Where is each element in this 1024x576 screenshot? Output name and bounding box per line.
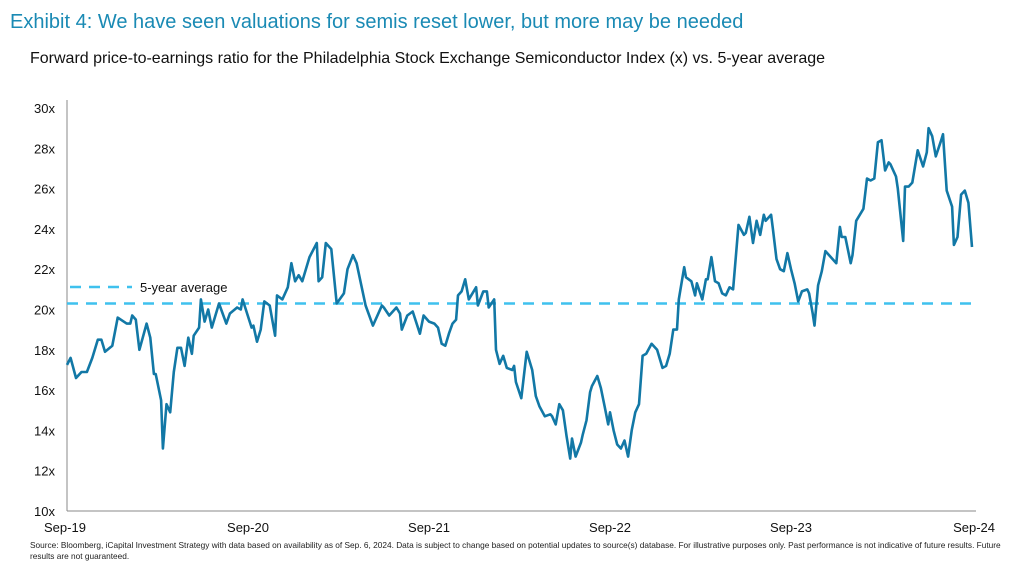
y-tick-label: 24x xyxy=(34,222,55,237)
y-tick-label: 10x xyxy=(34,504,55,519)
chart-title: Exhibit 4: We have seen valuations for s… xyxy=(10,11,744,33)
y-tick-label: 20x xyxy=(34,303,55,318)
legend: 5-year average xyxy=(70,280,227,295)
x-tick-label: Sep-19 xyxy=(44,520,86,535)
y-tick-label: 12x xyxy=(34,464,55,479)
x-tick-label: Sep-24 xyxy=(953,520,995,535)
x-tick-label: Sep-21 xyxy=(408,520,450,535)
series-group xyxy=(65,126,974,460)
pe-ratio-line xyxy=(65,126,974,460)
y-tick-label: 22x xyxy=(34,262,55,277)
source-footnote: Source: Bloomberg, iCapital Investment S… xyxy=(30,540,1001,561)
y-tick-label: 18x xyxy=(34,343,55,358)
chart-subtitle: Forward price-to-earnings ratio for the … xyxy=(30,50,826,67)
y-tick-label: 26x xyxy=(34,182,55,197)
x-tick-label: Sep-23 xyxy=(770,520,812,535)
y-tick-label: 28x xyxy=(34,141,55,156)
x-tick-label: Sep-20 xyxy=(227,520,269,535)
axes: 10x 12x 14x 16x 18x 20x 22x 24x 26x 28x 30x Sep-19 S… xyxy=(34,100,995,535)
x-tick-label: Sep-22 xyxy=(589,520,631,535)
y-tick-label: 14x xyxy=(34,423,55,438)
y-tick-label: 16x xyxy=(34,383,55,398)
legend-label-average: 5-year average xyxy=(140,280,227,295)
y-tick-label: 30x xyxy=(34,101,55,116)
